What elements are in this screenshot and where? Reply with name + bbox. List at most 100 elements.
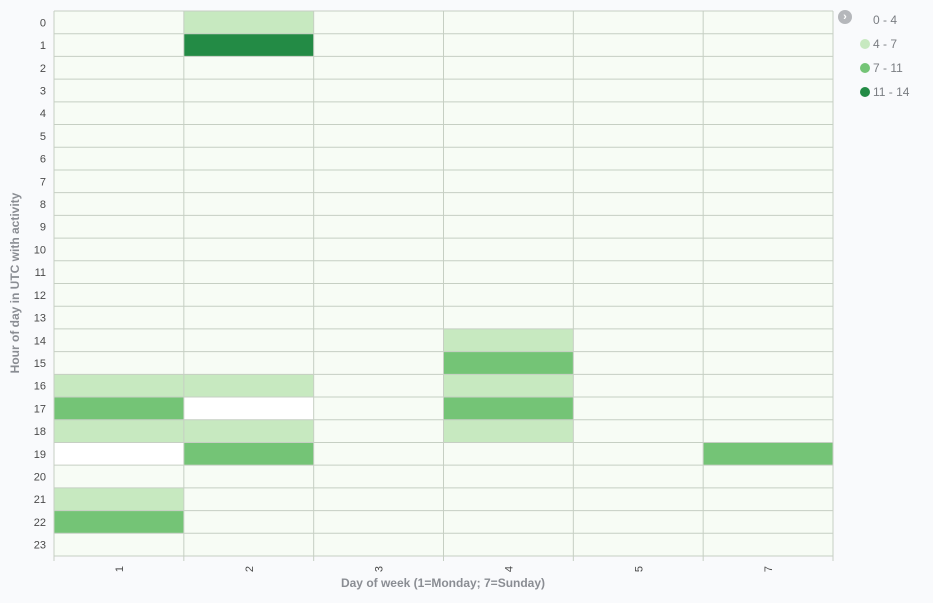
heatmap-cell[interactable] — [183, 533, 314, 556]
legend-item[interactable]: 11 - 14 — [860, 80, 909, 104]
heatmap-cell[interactable] — [443, 147, 574, 170]
heatmap-cell[interactable] — [703, 169, 833, 193]
heatmap-cell[interactable] — [703, 56, 833, 80]
heatmap-cell[interactable] — [443, 397, 574, 420]
heatmap-cell[interactable] — [573, 510, 704, 534]
heatmap-cell[interactable] — [54, 11, 184, 34]
heatmap-cell[interactable] — [313, 487, 444, 511]
heatmap-cell[interactable] — [443, 169, 574, 193]
heatmap-cell[interactable] — [443, 328, 574, 352]
heatmap-cell[interactable] — [183, 351, 314, 375]
heatmap-cell[interactable] — [573, 283, 704, 307]
heatmap-cell[interactable] — [573, 374, 704, 398]
heatmap-cell[interactable] — [313, 192, 444, 216]
heatmap-cell[interactable] — [54, 487, 184, 511]
heatmap-cell[interactable] — [443, 533, 574, 556]
heatmap-cell[interactable] — [703, 260, 833, 284]
heatmap-cell[interactable] — [573, 533, 704, 556]
chevron-right-icon[interactable]: › — [838, 10, 852, 24]
heatmap-cell[interactable] — [703, 101, 833, 125]
heatmap-cell[interactable] — [313, 510, 444, 534]
heatmap-cell[interactable] — [703, 465, 833, 488]
heatmap-cell[interactable] — [54, 328, 184, 352]
heatmap-cell[interactable] — [573, 465, 704, 488]
heatmap-cell[interactable] — [573, 487, 704, 511]
heatmap-cell[interactable] — [183, 510, 314, 534]
heatmap-cell[interactable] — [443, 79, 574, 102]
heatmap-cell[interactable] — [183, 101, 314, 125]
legend-item[interactable]: 7 - 11 — [860, 56, 909, 80]
heatmap-cell[interactable] — [54, 79, 184, 102]
heatmap-cell[interactable] — [703, 306, 833, 329]
heatmap-cell[interactable] — [703, 124, 833, 148]
heatmap-cell[interactable] — [703, 238, 833, 261]
heatmap-cell[interactable] — [443, 215, 574, 239]
heatmap-cell[interactable] — [443, 306, 574, 329]
heatmap-cell[interactable] — [573, 328, 704, 352]
heatmap-cell[interactable] — [183, 79, 314, 102]
heatmap-cell[interactable] — [54, 101, 184, 125]
heatmap-cell[interactable] — [54, 124, 184, 148]
heatmap-cell[interactable] — [443, 465, 574, 488]
heatmap-cell[interactable] — [573, 101, 704, 125]
heatmap-cell[interactable] — [443, 56, 574, 80]
heatmap-cell[interactable] — [54, 33, 184, 57]
heatmap-cell[interactable] — [54, 465, 184, 488]
heatmap-cell[interactable] — [573, 397, 704, 420]
heatmap-cell[interactable] — [573, 147, 704, 170]
heatmap-cell[interactable] — [573, 442, 704, 466]
heatmap-cell[interactable] — [443, 351, 574, 375]
heatmap-cell[interactable] — [54, 397, 184, 420]
heatmap-cell[interactable] — [703, 442, 833, 466]
heatmap-cell[interactable] — [313, 169, 444, 193]
heatmap-cell[interactable] — [54, 147, 184, 170]
heatmap-cell[interactable] — [313, 147, 444, 170]
heatmap-cell[interactable] — [573, 169, 704, 193]
heatmap-cell[interactable] — [183, 147, 314, 170]
heatmap-cell[interactable] — [443, 260, 574, 284]
heatmap-cell[interactable] — [313, 351, 444, 375]
heatmap-cell[interactable] — [573, 306, 704, 329]
heatmap-cell[interactable] — [313, 442, 444, 466]
legend-item[interactable]: 0 - 4 — [860, 8, 909, 32]
heatmap-cell[interactable] — [703, 192, 833, 216]
heatmap-cell[interactable] — [573, 419, 704, 443]
heatmap-cell[interactable] — [703, 397, 833, 420]
heatmap-cell[interactable] — [443, 33, 574, 57]
heatmap-cell[interactable] — [313, 283, 444, 307]
heatmap-cell[interactable] — [183, 192, 314, 216]
heatmap-cell[interactable] — [183, 306, 314, 329]
heatmap-cell[interactable] — [443, 374, 574, 398]
heatmap-cell[interactable] — [183, 56, 314, 80]
heatmap-cell[interactable] — [443, 11, 574, 34]
heatmap-cell[interactable] — [573, 124, 704, 148]
heatmap-cell[interactable] — [183, 238, 314, 261]
heatmap-cell[interactable] — [313, 56, 444, 80]
heatmap-cell[interactable] — [313, 419, 444, 443]
heatmap-cell[interactable] — [573, 351, 704, 375]
heatmap-cell[interactable] — [703, 533, 833, 556]
heatmap-cell[interactable] — [54, 533, 184, 556]
heatmap-cell[interactable] — [54, 283, 184, 307]
heatmap-cell[interactable] — [313, 238, 444, 261]
heatmap-cell[interactable] — [313, 260, 444, 284]
heatmap-cell[interactable] — [443, 238, 574, 261]
heatmap-cell[interactable] — [183, 419, 314, 443]
heatmap-cell[interactable] — [54, 238, 184, 261]
heatmap-cell[interactable] — [313, 374, 444, 398]
heatmap-cell[interactable] — [313, 124, 444, 148]
heatmap-cell[interactable] — [313, 33, 444, 57]
heatmap-cell[interactable] — [313, 306, 444, 329]
heatmap-cell[interactable] — [183, 11, 314, 34]
heatmap-cell[interactable] — [183, 328, 314, 352]
heatmap-cell[interactable] — [313, 397, 444, 420]
heatmap-cell[interactable] — [54, 510, 184, 534]
heatmap-cell[interactable] — [183, 465, 314, 488]
heatmap-cell[interactable] — [443, 192, 574, 216]
heatmap-cell[interactable] — [573, 260, 704, 284]
heatmap-cell[interactable] — [183, 260, 314, 284]
heatmap-cell[interactable] — [703, 487, 833, 511]
heatmap-cell[interactable] — [443, 487, 574, 511]
heatmap-cell[interactable] — [183, 442, 314, 466]
heatmap-cell[interactable] — [573, 192, 704, 216]
